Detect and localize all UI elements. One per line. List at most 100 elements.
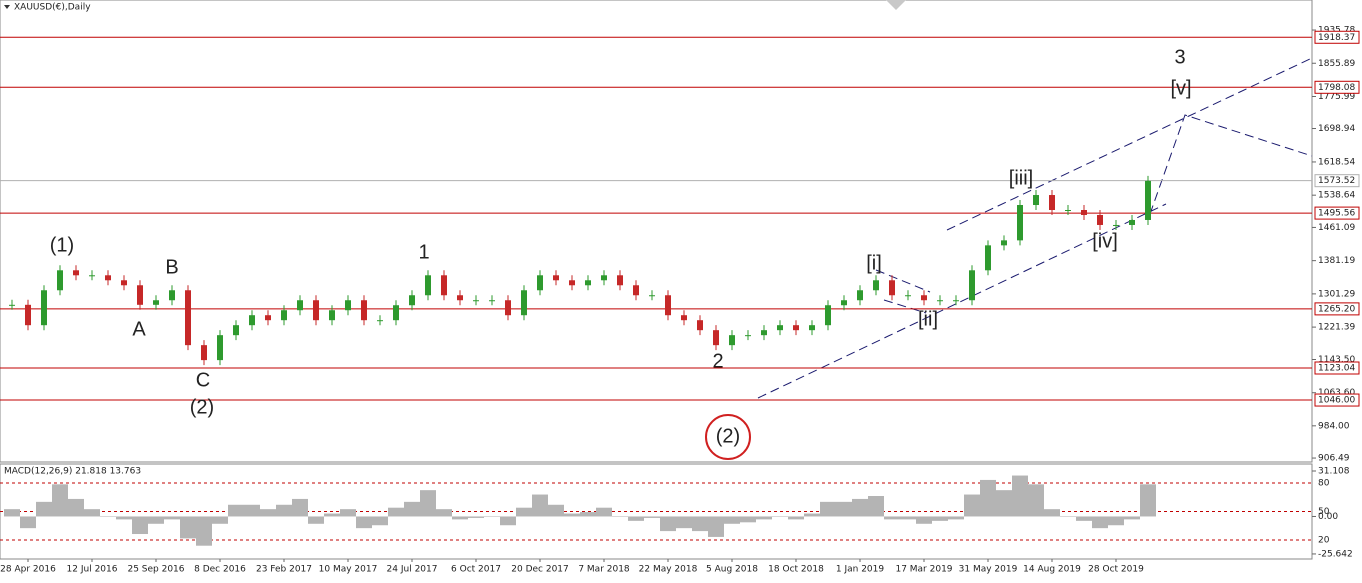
candle-body bbox=[425, 275, 431, 296]
macd-bar bbox=[484, 516, 500, 517]
macd-bar bbox=[132, 516, 148, 535]
candle-body bbox=[1081, 210, 1087, 215]
wave-circle bbox=[705, 414, 751, 460]
candle-body bbox=[921, 295, 927, 301]
macd-bar bbox=[612, 516, 628, 517]
macd-bar bbox=[948, 516, 964, 520]
wave-label: A bbox=[132, 318, 146, 340]
wave-label: [ii] bbox=[918, 308, 938, 330]
macd-bar bbox=[756, 516, 772, 520]
candle-body bbox=[361, 300, 367, 321]
macd-bar bbox=[644, 516, 660, 518]
level-label: 1123.04 bbox=[1318, 364, 1355, 374]
y-tick-label: 1221.39 bbox=[1318, 323, 1355, 333]
candle-body bbox=[201, 345, 207, 361]
x-tick-label: 8 Dec 2016 bbox=[194, 565, 246, 575]
macd-bar bbox=[180, 516, 196, 539]
x-tick-label: 25 Sep 2016 bbox=[127, 565, 184, 575]
candle-body bbox=[665, 295, 671, 316]
macd-bar bbox=[724, 516, 740, 524]
macd-bar bbox=[1108, 516, 1124, 526]
candle-body bbox=[265, 315, 271, 321]
candle-body bbox=[457, 295, 463, 301]
macd-bar bbox=[1028, 484, 1044, 517]
candle-body bbox=[953, 300, 959, 302]
y-tick-label: 1775.99 bbox=[1318, 92, 1355, 102]
wave-label: B bbox=[165, 256, 178, 278]
macd-bar bbox=[468, 516, 484, 518]
candle-body bbox=[969, 270, 975, 301]
candle-body bbox=[649, 295, 655, 297]
candle-body bbox=[73, 270, 79, 276]
macd-bar bbox=[244, 504, 260, 517]
macd-bar bbox=[452, 516, 468, 520]
macd-bar bbox=[260, 509, 276, 517]
x-tick-label: 5 Aug 2018 bbox=[706, 565, 758, 575]
level-label-box bbox=[1314, 361, 1360, 375]
macd-bar bbox=[436, 509, 452, 517]
macd-bar bbox=[404, 501, 420, 517]
macd-bar bbox=[500, 516, 516, 526]
level-label: 1495.56 bbox=[1318, 209, 1355, 219]
trend-line bbox=[946, 57, 1313, 231]
price-pane bbox=[0, 0, 1313, 463]
candle-body bbox=[745, 335, 751, 337]
wave-label: [v] bbox=[1170, 77, 1191, 99]
macd-bar bbox=[596, 507, 612, 517]
x-tick-label: 6 Oct 2017 bbox=[451, 565, 501, 575]
candle-body bbox=[489, 300, 495, 302]
macd-bar bbox=[84, 509, 100, 517]
y-tick-label: 31.108 bbox=[1318, 467, 1350, 477]
macd-bar bbox=[20, 516, 36, 529]
candle-body bbox=[809, 325, 815, 331]
macd-bar bbox=[52, 484, 68, 517]
x-tick-label: 28 Apr 2016 bbox=[0, 565, 56, 575]
candle-body bbox=[841, 300, 847, 306]
macd-bar bbox=[148, 516, 164, 524]
wave-label: C bbox=[196, 369, 210, 391]
candle-body bbox=[825, 305, 831, 326]
candle-body bbox=[249, 315, 255, 326]
candle-body bbox=[761, 330, 767, 336]
level-label-box bbox=[1314, 80, 1360, 94]
wave-label: [iv] bbox=[1092, 230, 1118, 252]
y-tick-label: 1935.78 bbox=[1318, 26, 1355, 36]
candle-body bbox=[985, 245, 991, 271]
level-label-box bbox=[1314, 302, 1360, 316]
level-label: 1573.52 bbox=[1318, 176, 1355, 186]
macd-bar bbox=[660, 516, 676, 532]
level-label: 1046.00 bbox=[1318, 396, 1355, 406]
candle-body bbox=[153, 300, 159, 305]
candle-body bbox=[1145, 180, 1151, 220]
macd-bar bbox=[964, 494, 980, 517]
trend-line bbox=[883, 299, 927, 314]
candle-body bbox=[473, 300, 479, 302]
macd-bar bbox=[1076, 516, 1092, 521]
y-tick-label: 1618.54 bbox=[1318, 157, 1355, 167]
x-tick-label: 10 May 2017 bbox=[319, 565, 378, 575]
level-label: 1918.37 bbox=[1318, 33, 1355, 43]
candle-body bbox=[217, 335, 223, 361]
x-tick-label: 1 Jan 2019 bbox=[836, 565, 884, 575]
candle-body bbox=[441, 275, 447, 296]
candle-body bbox=[345, 300, 351, 311]
macd-bar bbox=[580, 512, 596, 517]
macd-bar bbox=[324, 513, 340, 517]
macd-bar bbox=[1092, 516, 1108, 529]
macd-bar bbox=[1140, 484, 1156, 517]
shift-marker bbox=[886, 0, 906, 10]
wave-label: (2) bbox=[190, 396, 214, 418]
x-tick-label: 14 Aug 2019 bbox=[1023, 565, 1081, 575]
candle-body bbox=[873, 280, 879, 291]
candle-body bbox=[1033, 195, 1039, 206]
macd-bar bbox=[980, 479, 996, 517]
candle-body bbox=[329, 310, 335, 321]
macd-bar bbox=[68, 498, 84, 517]
candle-body bbox=[585, 280, 591, 286]
macd-bar bbox=[532, 494, 548, 517]
candle-body bbox=[409, 295, 415, 306]
macd-bar bbox=[772, 516, 788, 517]
macd-bar bbox=[292, 498, 308, 517]
candle-body bbox=[1049, 195, 1055, 210]
x-tick-label: 7 Mar 2018 bbox=[578, 565, 630, 575]
